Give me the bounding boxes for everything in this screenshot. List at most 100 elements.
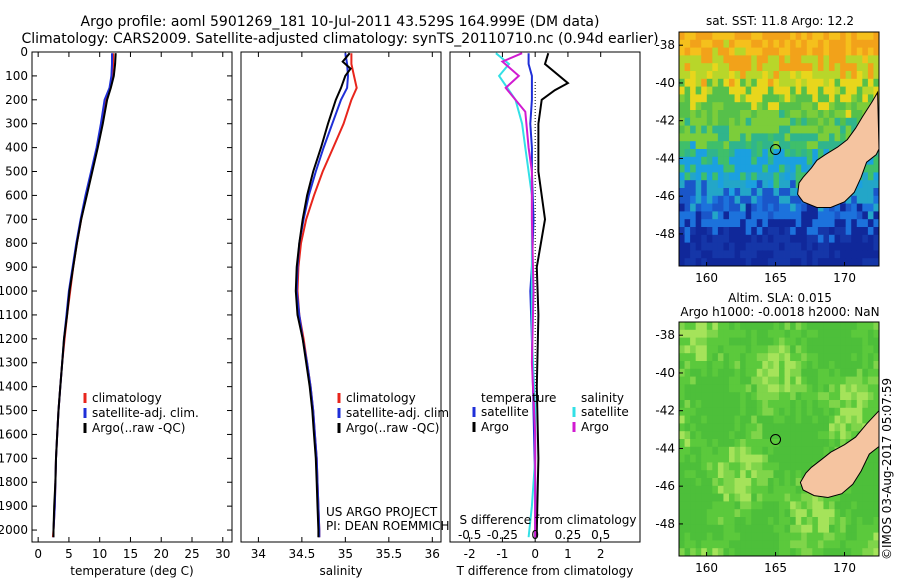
sst-pixel xyxy=(723,149,730,158)
sla-pixel xyxy=(784,368,791,377)
sst-pixel xyxy=(851,39,858,48)
sst-pixel xyxy=(834,117,841,126)
sst-pixel xyxy=(845,55,852,64)
sst-pixel xyxy=(851,258,858,267)
sst-pixel xyxy=(823,94,830,103)
sst-pixel xyxy=(862,219,869,228)
sla-pixel xyxy=(684,470,691,479)
sla-pixel xyxy=(851,540,858,549)
sla-pixel xyxy=(873,384,880,393)
sst-pixel xyxy=(856,71,863,80)
sla-pixel xyxy=(773,322,780,331)
sla-pixel xyxy=(745,415,752,424)
sst-pixel xyxy=(695,86,702,95)
sst-pixel xyxy=(867,32,874,41)
sla-pixel xyxy=(773,376,780,385)
sst-pixel xyxy=(845,195,852,204)
sla-pixel xyxy=(740,501,747,510)
sst-pixel xyxy=(817,110,824,119)
sst-pixel xyxy=(795,258,802,267)
sla-pixel xyxy=(873,322,880,331)
sst-pixel xyxy=(701,78,708,87)
sst-pixel xyxy=(829,258,835,267)
sst-pixel xyxy=(684,203,691,212)
sst-pixel xyxy=(695,141,702,150)
sla-pixel xyxy=(784,407,791,416)
sst-pixel xyxy=(690,188,697,197)
sst-pixel xyxy=(712,55,719,64)
sst-pixel xyxy=(845,94,852,103)
sst-pixel xyxy=(729,133,735,142)
sst-pixel xyxy=(679,141,685,150)
sst-pixel xyxy=(867,71,874,80)
sla-pixel xyxy=(784,353,791,362)
sst-pixel xyxy=(712,110,719,119)
sla-pixel xyxy=(734,361,741,370)
sst-pixel xyxy=(740,227,747,236)
sst-pixel xyxy=(756,234,763,243)
sst-pixel xyxy=(723,250,730,259)
sla-pixel xyxy=(773,454,780,463)
sst-pixel xyxy=(701,133,708,142)
sst-pixel xyxy=(823,219,830,228)
sla-pixel xyxy=(873,337,880,346)
sla-pixel xyxy=(706,322,713,331)
sla-pixel xyxy=(840,384,847,393)
sla-pixel xyxy=(762,423,769,432)
sst-pixel xyxy=(679,149,685,158)
sla-pixel xyxy=(767,329,774,338)
sla-pixel xyxy=(862,532,869,541)
sla-pixel xyxy=(784,540,791,549)
sla-pixel xyxy=(740,329,747,338)
sla-pixel xyxy=(873,407,880,416)
sla-pixel xyxy=(756,353,763,362)
sla-pixel xyxy=(706,509,713,518)
sst-pixel xyxy=(773,55,780,64)
sla-pixel xyxy=(712,329,719,338)
sst-pixel xyxy=(795,133,802,142)
sst-pixel xyxy=(695,94,702,103)
sst-pixel xyxy=(762,156,769,165)
sla-pixel xyxy=(679,532,685,541)
sst-pixel xyxy=(740,250,747,259)
sst-pixel xyxy=(734,71,741,80)
sst-pixel xyxy=(806,102,813,111)
sst-pixel xyxy=(779,219,785,228)
sst-pixel xyxy=(779,102,785,111)
sst-pixel xyxy=(829,55,835,64)
sst-pixel xyxy=(840,211,847,220)
sst-pixel xyxy=(729,125,735,134)
sst-pixel xyxy=(829,102,835,111)
sst-pixel xyxy=(823,78,830,87)
sst-pixel xyxy=(790,180,797,189)
sla-pixel xyxy=(773,384,780,393)
sla-pixel xyxy=(690,509,697,518)
sla-pixel xyxy=(845,322,852,331)
sst-pixel xyxy=(712,133,719,142)
sst-pixel xyxy=(806,32,813,41)
sla-pixel xyxy=(751,423,758,432)
sst-pixel xyxy=(729,234,735,243)
sla-pixel xyxy=(679,446,685,455)
sst-pixel xyxy=(867,258,874,267)
sla-pixel xyxy=(762,322,769,331)
sst-pixel xyxy=(812,78,819,87)
sla-ytick-label: -46 xyxy=(655,479,675,493)
sst-pixel xyxy=(784,125,791,134)
sla-pixel xyxy=(840,368,847,377)
sla-pixel xyxy=(745,407,752,416)
sst-pixel xyxy=(729,180,735,189)
sla-pixel xyxy=(790,407,797,416)
sst-pixel xyxy=(751,125,758,134)
sla-pixel xyxy=(695,345,702,354)
sla-pixel xyxy=(690,454,697,463)
sla-pixel xyxy=(773,345,780,354)
sst-pixel xyxy=(695,242,702,251)
sst-pixel xyxy=(701,242,708,251)
sst-pixel xyxy=(756,227,763,236)
sla-pixel xyxy=(701,368,708,377)
sla-pixel xyxy=(723,524,730,533)
sla-xtick-label: 165 xyxy=(764,561,787,575)
sst-pixel xyxy=(845,219,852,228)
